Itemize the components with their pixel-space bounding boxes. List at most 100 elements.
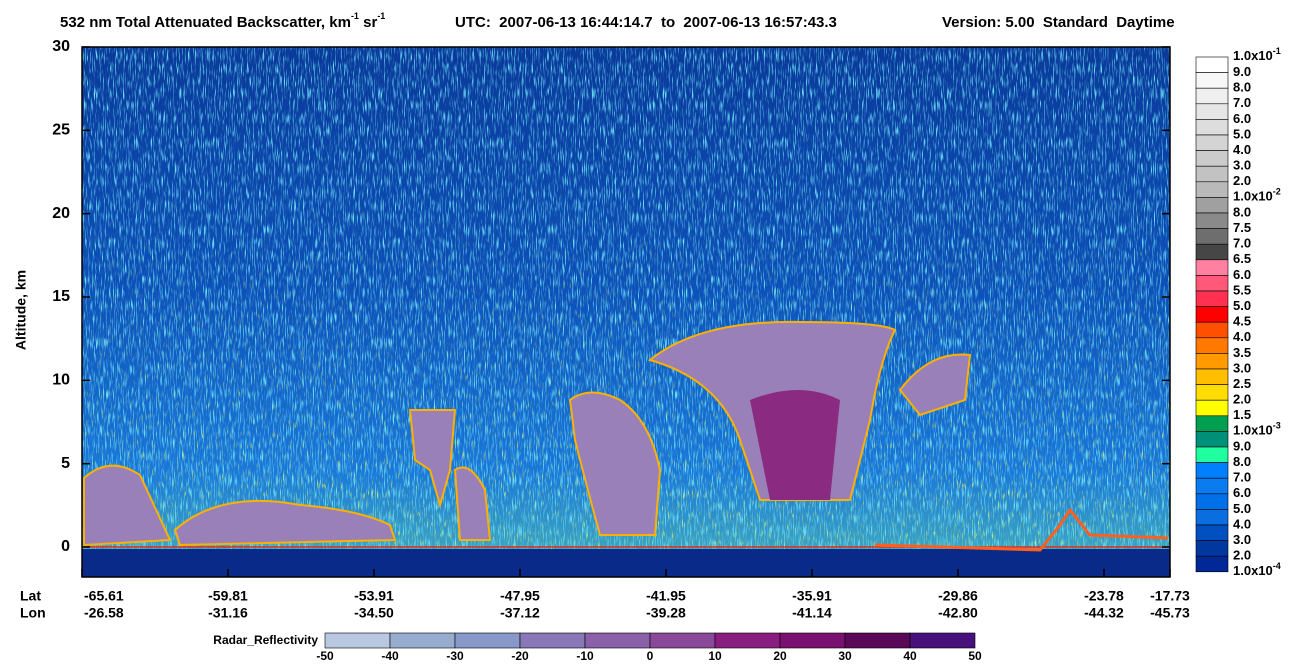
colorbar-label: 6.0 [1233,267,1251,282]
colorbar-cell [1195,337,1229,354]
colorbar-cell [1195,477,1229,495]
title-text: 532 nm Total Attenuated Backscatter, km [60,14,351,31]
radar-tick-label: -30 [446,649,464,663]
colorbar-cell [1195,259,1229,276]
title-sup: -1 [351,11,359,21]
colorbar-cell [1195,415,1229,432]
colorbar-label: 2.0 [1233,392,1251,407]
colorbar-label: 2.5 [1233,376,1251,391]
colorbar-cell [1195,431,1229,448]
radar-cell [389,632,456,649]
colorbar-cell [1195,321,1229,339]
radar-cell [714,632,781,649]
colorbar-label: 5.0 [1233,126,1251,141]
colorbar-label: 7.0 [1233,470,1251,485]
colorbar-cell [1195,399,1229,417]
y-tick-label: 25 [52,122,70,139]
x-tick-label: -26.58 [84,605,124,621]
colorbar-cell [1195,165,1229,183]
x-tick-label: -53.91 [354,588,394,604]
colorbar-label: 3.0 [1233,360,1251,375]
colorbar-cell [1195,72,1229,89]
radar-tick-label: 50 [968,649,982,663]
colorbar-cell [1195,353,1229,370]
y-tick-label: 5 [61,455,70,472]
label-exp: -2 [1273,187,1281,197]
x-tick-label: -31.16 [208,605,248,621]
colorbar-cell [1195,524,1229,541]
x-tick-label: -39.28 [646,605,686,621]
colorbar-label: 4.0 [1233,329,1251,344]
label-exp: -4 [1273,561,1281,571]
x-tick-label: -23.78 [1084,588,1124,604]
colorbar-cell [1195,212,1229,229]
colorbar-cell [1195,540,1229,557]
colorbar-cell [1195,103,1229,120]
colorbar-label: 3.0 [1233,532,1251,547]
y-tick-label: 30 [52,38,70,55]
radar-cell [779,632,846,649]
colorbar-label: 1.0x10-1 [1233,46,1281,63]
colorbar-label: 4.0 [1233,516,1251,531]
radar-tick-label: 0 [647,649,654,663]
colorbar-cell [1195,306,1229,323]
x-row-name: Lat [20,588,41,604]
radar-bar-label: Radar_Reflectivity [213,633,318,647]
colorbar-cell [1195,290,1229,307]
cloud-core [750,390,840,500]
radar-cell [454,632,521,649]
colorbar-cell [1195,275,1229,292]
label-base: 1.0x10 [1233,48,1273,63]
colorbar-label: 1.0x10-4 [1233,561,1281,578]
y-tick-label: 20 [52,205,70,222]
colorbar-label: 8.0 [1233,454,1251,469]
colorbar-cell [1195,493,1229,510]
colorbar-label: 1.5 [1233,407,1251,422]
x-tick-label: -35.91 [792,588,832,604]
colorbar-label: 9.0 [1233,64,1251,79]
colorbar-cell [1195,197,1229,214]
x-tick-label: -65.61 [84,588,124,604]
colorbar-label: 1.0x10-3 [1233,421,1281,438]
label-exp: -3 [1273,421,1281,431]
x-tick-label: -47.95 [500,588,540,604]
colorbar-label: 6.5 [1233,251,1251,266]
subsurface [82,549,1170,577]
radar-tick-label: 40 [903,649,917,663]
x-tick-label: -42.80 [938,605,978,621]
x-tick-label: -37.12 [500,605,540,621]
radar-cell [584,632,651,649]
colorbar-label: 6.0 [1233,485,1251,500]
chart-title: 532 nm Total Attenuated Backscatter, km-… [60,11,385,31]
y-tick-label: 15 [52,288,70,305]
radar-tick-label: 10 [708,649,722,663]
colorbar-cell [1195,181,1229,198]
utc: UTC: 2007-06-13 16:44:14.7 to 2007-06-13… [455,14,837,31]
radar-tick-label: -40 [381,649,399,663]
colorbar-cell [1195,87,1229,105]
colorbar-label: 4.0 [1233,142,1251,157]
colorbar-label: 3.0 [1233,158,1251,173]
x-tick-label: -59.81 [208,588,248,604]
colorbar-label: 7.5 [1233,220,1251,235]
radar-tick-label: -10 [576,649,594,663]
colorbar-label: 9.0 [1233,438,1251,453]
colorbar-label: 5.0 [1233,298,1251,313]
version: Version: 5.00 Standard Daytime [942,14,1175,31]
colorbar-label: 7.0 [1233,236,1251,251]
colorbar-label: 1.0x10-2 [1233,187,1281,204]
colorbar-cell [1195,509,1229,526]
radar-tick-label: -20 [511,649,529,663]
colorbar-cell [1195,446,1229,463]
colorbar-label: 7.0 [1233,95,1251,110]
colorbar-cell [1195,462,1229,479]
x-tick-label: -41.95 [646,588,686,604]
label-base: 1.0x10 [1233,423,1273,438]
radar-cell [649,632,716,649]
colorbar-label: 5.5 [1233,282,1251,297]
colorbar-cell [1195,368,1229,385]
title-text: sr [359,14,378,31]
colorbar-cell [1195,228,1229,245]
x-tick-label: -29.86 [938,588,978,604]
